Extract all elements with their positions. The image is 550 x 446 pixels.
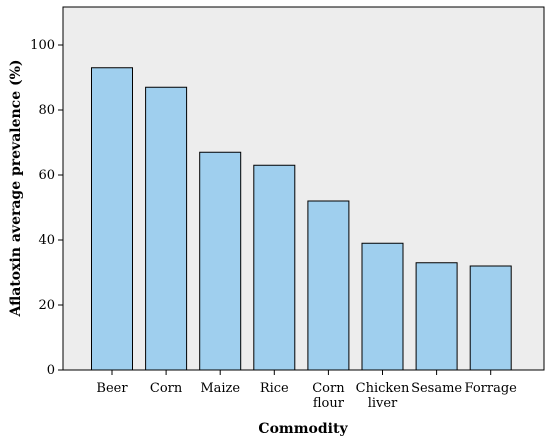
- x-tick-label: Forrage: [465, 381, 518, 396]
- x-tick-label: Maize: [200, 381, 240, 396]
- x-tick-label: Corn flour: [312, 381, 345, 411]
- x-tick-label-line: Corn: [312, 381, 345, 396]
- y-tick-label: 60: [38, 168, 55, 183]
- bar: [253, 164, 296, 371]
- x-axis-title: Commodity: [258, 421, 348, 437]
- y-tick-label: 0: [47, 363, 55, 378]
- bars-layer: [91, 67, 512, 371]
- x-tick-label-line: Forrage: [465, 381, 518, 396]
- bar: [307, 200, 350, 371]
- x-tick-label-line: Maize: [200, 381, 240, 396]
- y-axis-ticks: 0 20 40 60 80 100: [30, 38, 63, 378]
- x-tick-label: Sesame: [411, 381, 462, 396]
- plot-area: [62, 6, 545, 371]
- x-tick-label: Beer: [96, 381, 128, 396]
- x-tick-label-line: Rice: [260, 381, 289, 396]
- x-tick-label-line: Beer: [96, 381, 128, 396]
- x-tick-label-line: flour: [313, 396, 345, 411]
- y-tick-label: 80: [38, 103, 55, 118]
- x-tick-label-line: liver: [368, 396, 398, 411]
- bar: [145, 86, 188, 371]
- y-tick-label: 100: [30, 38, 55, 53]
- x-tick-label-line: Sesame: [411, 381, 462, 396]
- x-tick-label-line: Corn: [150, 381, 183, 396]
- y-axis-title: Aflatoxin average prevalence (%): [8, 59, 24, 317]
- x-tick-label: Chicken liver: [356, 381, 410, 411]
- x-tick-label-line: Chicken: [356, 381, 410, 396]
- x-tick-label: Rice: [260, 381, 289, 396]
- y-tick-label: 40: [38, 233, 55, 248]
- bar: [469, 265, 512, 371]
- x-tick-label: Corn: [150, 381, 183, 396]
- bar: [91, 67, 133, 371]
- bar: [361, 242, 404, 371]
- bar: [415, 262, 458, 371]
- y-tick-label: 20: [38, 298, 55, 313]
- bar: [199, 151, 242, 371]
